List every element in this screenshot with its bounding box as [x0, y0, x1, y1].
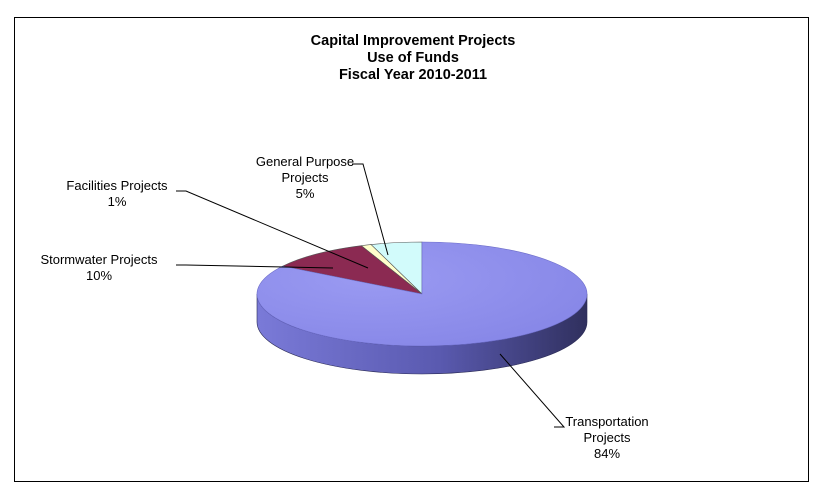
leader-line — [499, 353, 566, 428]
slice-name-label: Facilities Projects — [66, 178, 168, 193]
leader-line — [176, 190, 369, 269]
slice-percent-label: 5% — [296, 186, 315, 201]
slice-name-label: Projects — [282, 170, 329, 185]
pie-slice-transportation-projects — [256, 241, 588, 347]
chart-title-line-1: Capital Improvement Projects — [310, 33, 516, 49]
slice-name-label: Stormwater Projects — [40, 252, 158, 267]
leader-line — [176, 264, 334, 269]
chart-title-line-3: Fiscal Year 2010-2011 — [338, 67, 488, 83]
slice-name-label: Transportation — [565, 414, 648, 429]
slice-name-label: Projects — [584, 430, 631, 445]
pie-slice-stormwater-projects — [281, 245, 423, 295]
slice-percent-label: 84% — [594, 446, 620, 461]
chart-title-line-2: Use of Funds — [367, 50, 459, 66]
leader-line — [352, 163, 389, 256]
slice-percent-label: 1% — [108, 194, 127, 209]
slice-name-label: General Purpose — [256, 154, 354, 169]
slice-percent-label: 10% — [86, 268, 112, 283]
